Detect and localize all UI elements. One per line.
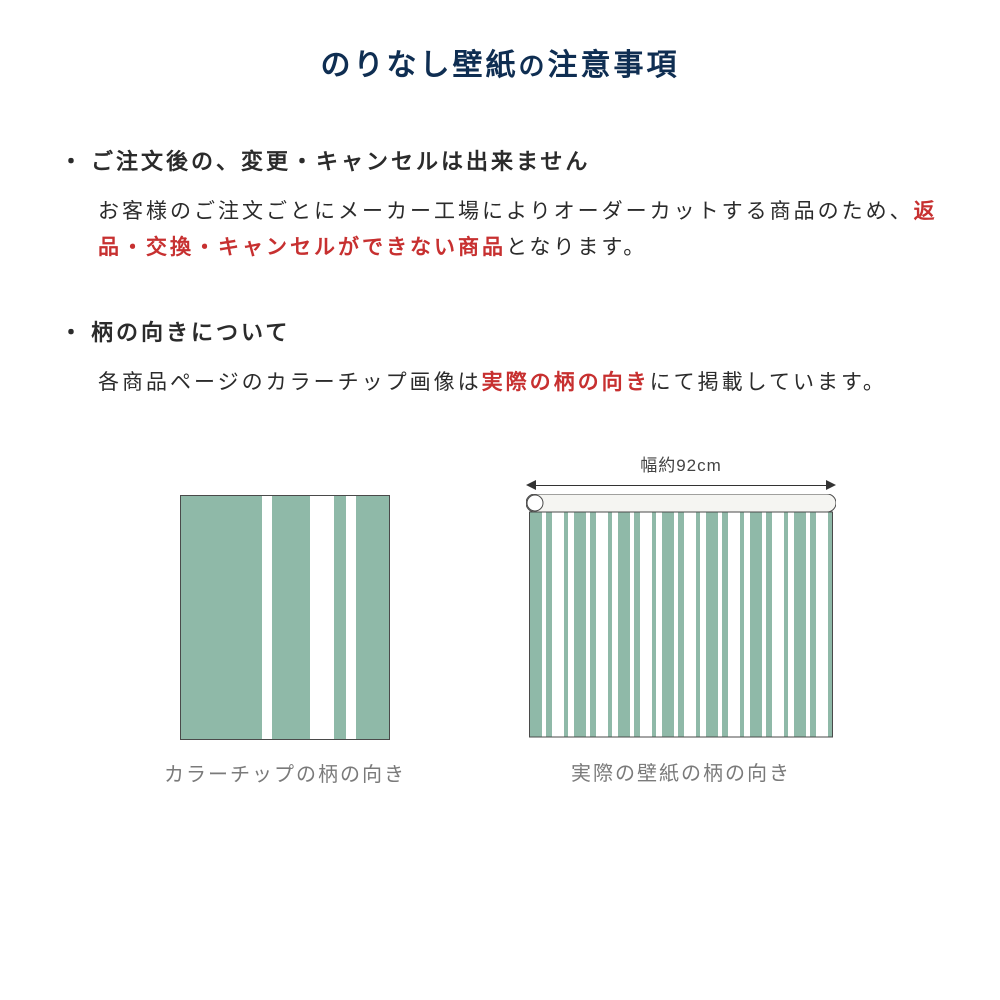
width-arrow (526, 480, 836, 490)
page-title: のりなし壁紙の注意事項 (60, 40, 940, 84)
diagram-right-caption: 実際の壁紙の柄の向き (571, 757, 791, 786)
width-label: 幅約92cm (640, 451, 722, 476)
section2-heading-text: 柄の向きについて (91, 315, 290, 347)
title-part1: のりなし壁紙 (320, 49, 518, 82)
section2-body-pre: 各商品ページのカラーチップ画像は (98, 371, 482, 394)
title-part2: 注意事項 (548, 49, 680, 82)
title-connector: の (518, 51, 547, 81)
wallpaper-roll-swatch (526, 494, 836, 739)
section2-body: 各商品ページのカラーチップ画像は実際の柄の向きにて掲載しています。 (98, 365, 940, 401)
arrow-right-icon (826, 480, 836, 490)
bullet-icon: ・ (60, 144, 85, 176)
section2-heading: ・ 柄の向きについて (60, 315, 940, 347)
bullet-icon: ・ (60, 315, 85, 347)
diagram-row: カラーチップの柄の向き 幅約92cm 実際の壁紙の柄の向き (60, 451, 940, 787)
arrow-line (536, 485, 826, 486)
section1-heading: ・ ご注文後の、変更・キャンセルは出来ません (60, 144, 940, 176)
arrow-left-icon (526, 480, 536, 490)
color-chip-swatch (180, 495, 390, 740)
section1-body: お客様のご注文ごとにメーカー工場によりオーダーカットする商品のため、返品・交換・… (98, 194, 940, 265)
section2-body-post: にて掲載しています。 (650, 371, 887, 394)
diagram-right: 幅約92cm 実際の壁紙の柄の向き (526, 451, 836, 787)
diagram-left-caption: カラーチップの柄の向き (164, 758, 406, 787)
section1-body-pre: お客様のご注文ごとにメーカー工場によりオーダーカットする商品のため、 (98, 200, 914, 223)
section1-body-post: となります。 (506, 236, 647, 259)
diagram-left: カラーチップの柄の向き (164, 451, 406, 787)
section2-highlight: 実際の柄の向き (482, 371, 650, 394)
section1-heading-text: ご注文後の、変更・キャンセルは出来ません (91, 144, 590, 176)
